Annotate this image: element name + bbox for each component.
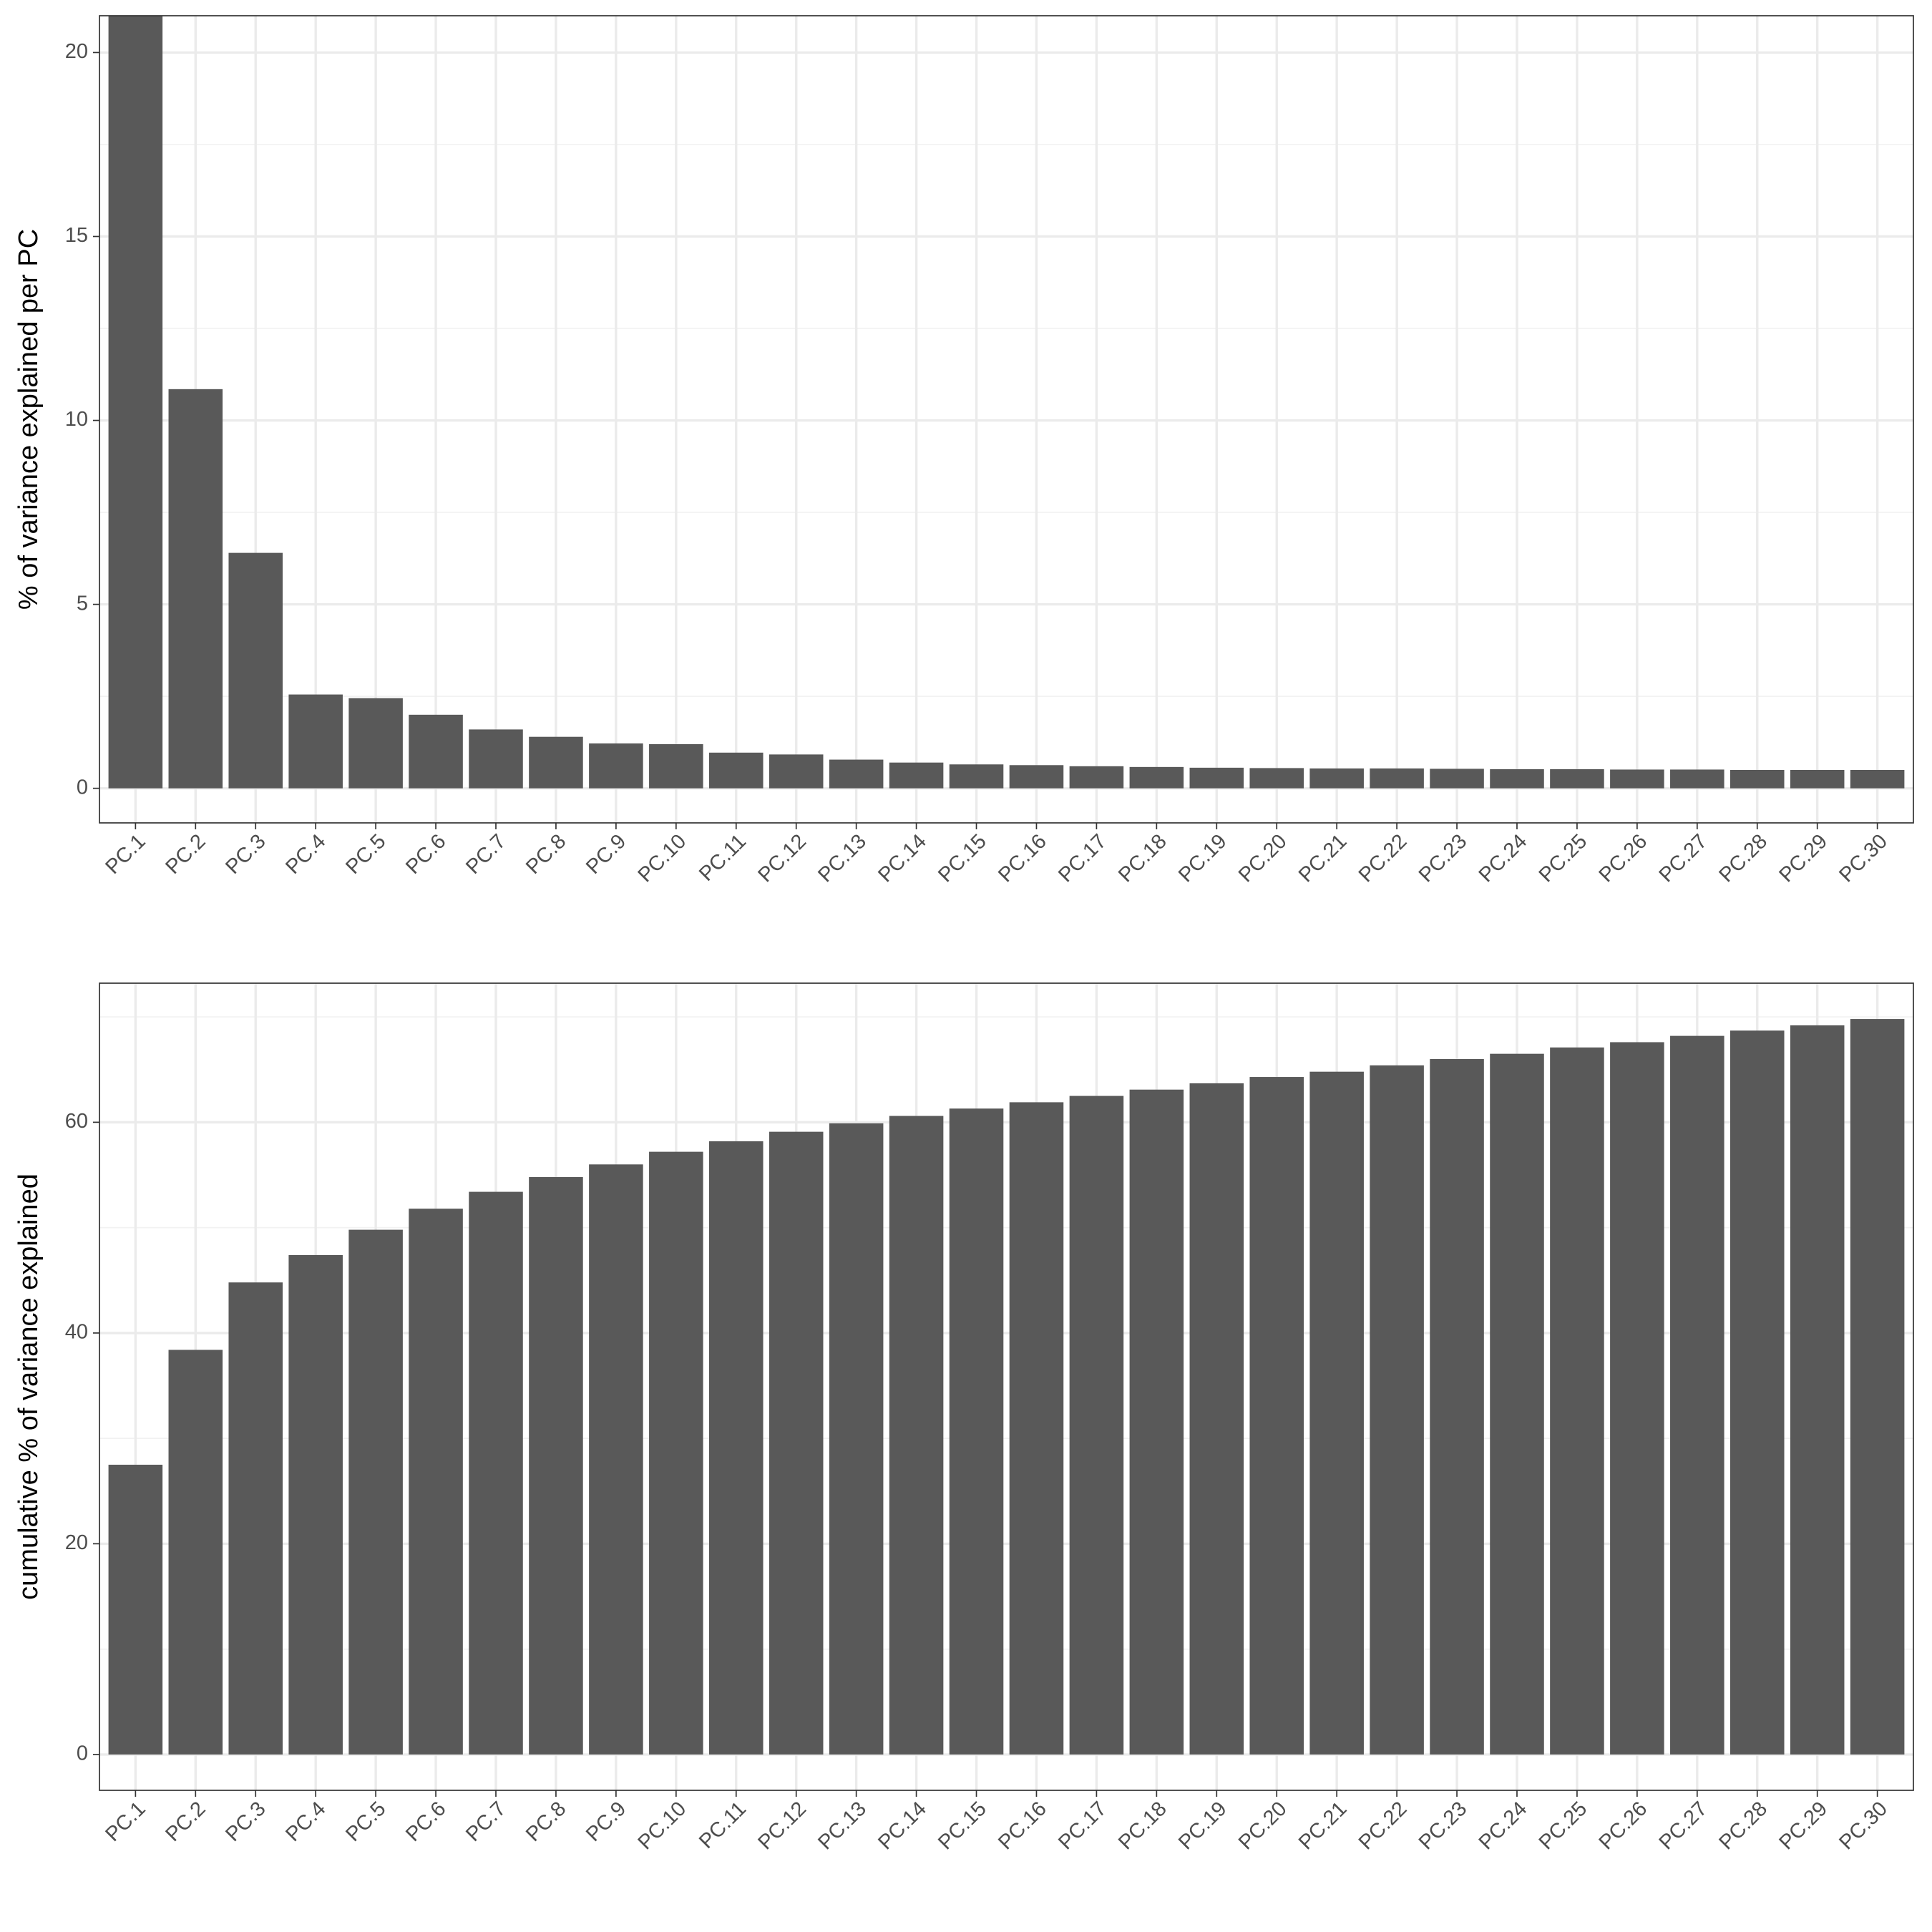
bar [108, 16, 163, 789]
bar [1069, 766, 1124, 789]
y-tick-label: 15 [65, 224, 88, 247]
bar [589, 1164, 643, 1755]
bar [1430, 769, 1484, 789]
bar [1729, 1030, 1785, 1755]
bar [409, 714, 463, 789]
bar [1850, 769, 1905, 789]
bar [168, 1350, 223, 1755]
bar [1009, 765, 1064, 789]
bar [529, 736, 583, 789]
bar [708, 752, 763, 789]
bar [1670, 1035, 1724, 1755]
panel-border [99, 15, 1914, 824]
bar [829, 1123, 884, 1755]
y-tick-label: 0 [77, 1742, 88, 1765]
y-tick-label: 40 [65, 1321, 88, 1344]
bar [649, 1151, 703, 1755]
bar [649, 743, 703, 789]
y-tick-label: 10 [65, 408, 88, 431]
bar [228, 1282, 283, 1755]
bar [1249, 768, 1304, 789]
y-axis-title: cumulative % of variance explained [14, 1174, 44, 1600]
bar [1309, 1071, 1364, 1755]
bar [1729, 769, 1785, 789]
y-tick-label: 20 [65, 40, 88, 63]
bar [168, 389, 223, 789]
panel-border [99, 982, 1914, 1791]
bar [228, 552, 283, 789]
bar [469, 1191, 523, 1755]
bar [889, 762, 944, 789]
bar [1490, 769, 1544, 789]
bar [1129, 1089, 1184, 1755]
bar [288, 1254, 343, 1755]
plot-area [99, 16, 1913, 823]
bar [409, 1209, 463, 1755]
bar [708, 1141, 763, 1755]
y-tick-label: 5 [77, 592, 88, 615]
bar [469, 729, 523, 789]
bar [949, 764, 1004, 789]
bar [348, 698, 403, 789]
y-axis-title: % of variance explained per PC [14, 229, 44, 610]
bar [1490, 1053, 1544, 1755]
bar [1610, 769, 1664, 789]
bar [1189, 1083, 1244, 1755]
bar [1610, 1042, 1664, 1755]
bar [1790, 769, 1845, 789]
bar [1009, 1102, 1064, 1755]
bar [1309, 768, 1364, 789]
y-tick-label: 0 [77, 776, 88, 799]
plot-area [99, 983, 1913, 1790]
bar [889, 1116, 944, 1755]
bar [1790, 1025, 1845, 1755]
bar [1249, 1077, 1304, 1755]
bar [1129, 766, 1184, 789]
bar [1850, 1019, 1905, 1755]
y-tick-label: 60 [65, 1110, 88, 1133]
bar [589, 743, 643, 789]
bar [529, 1176, 583, 1755]
bar [1550, 769, 1604, 789]
bar [769, 754, 824, 789]
bar [1370, 1065, 1424, 1755]
bar [1670, 769, 1724, 789]
bar [949, 1108, 1004, 1755]
bar [829, 759, 884, 789]
bar [1370, 768, 1424, 789]
bar [348, 1229, 403, 1755]
y-tick-label: 20 [65, 1531, 88, 1554]
bar [1189, 767, 1244, 789]
bar [769, 1131, 824, 1755]
bar [1430, 1059, 1484, 1755]
bar [1069, 1096, 1124, 1755]
bar [288, 694, 343, 789]
bar [108, 1464, 163, 1755]
bar [1550, 1047, 1604, 1755]
